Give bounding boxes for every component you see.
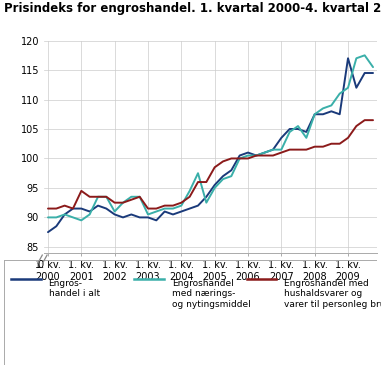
Text: Engroshandel
med nærings-
og nytingsmiddel: Engroshandel med nærings- og nytingsmidd…: [172, 279, 251, 309]
Text: 0: 0: [38, 260, 44, 270]
Text: Prisindeks for engroshandel. 1. kvartal 2000-4. kvartal 2009: Prisindeks for engroshandel. 1. kvartal …: [4, 2, 381, 15]
Text: Engroshandel med
hushaldsvarer og
varer til personleg bruk: Engroshandel med hushaldsvarer og varer …: [284, 279, 381, 309]
Text: Engros-
handel i alt: Engros- handel i alt: [49, 279, 100, 299]
